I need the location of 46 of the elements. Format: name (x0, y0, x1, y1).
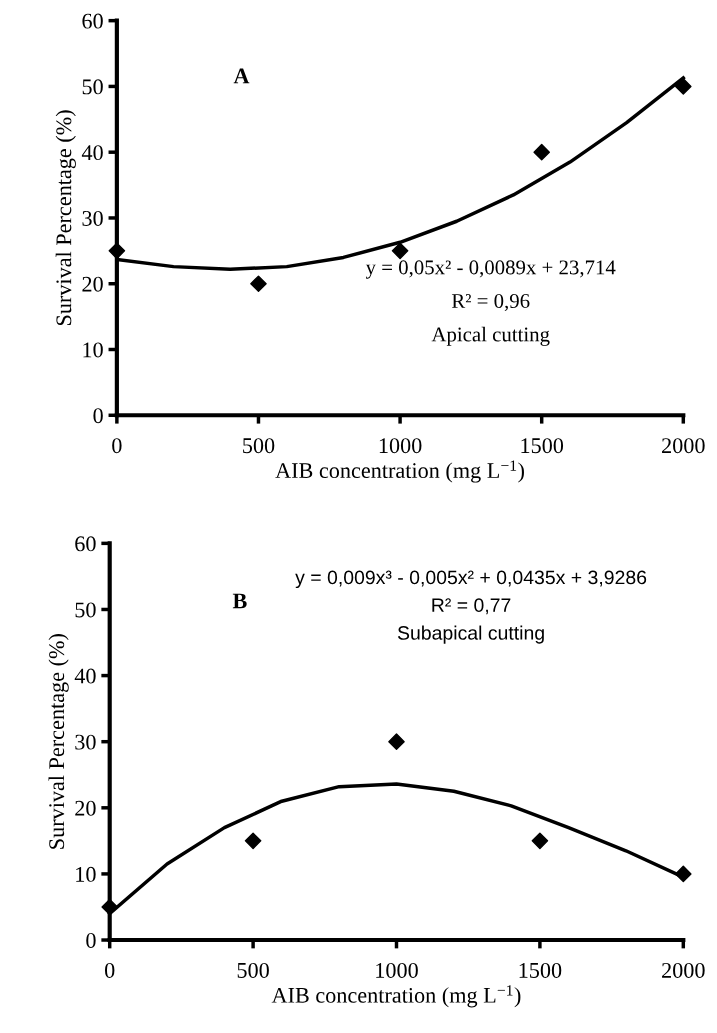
point (244, 832, 262, 850)
point (101, 898, 119, 916)
x-tick-label: 1000 (376, 962, 418, 978)
x-tick-label: 1500 (521, 438, 564, 454)
annotation: Apical cutting (431, 326, 550, 346)
annotation: y = 0,05x² - 0,0089x + 23,714 (365, 260, 616, 279)
y-tick-label: 20 (82, 276, 103, 292)
x-tick-label: 0 (112, 438, 122, 454)
y-tick-label: 40 (81, 145, 103, 161)
y-tick-label: 60 (82, 13, 103, 29)
annotation: Subapical cutting (397, 625, 544, 644)
x-axis-title: AIB concentration (mg L$^{−1}$) (271, 985, 521, 1008)
x-tick-label: 1500 (519, 962, 562, 978)
annotation: A (233, 68, 250, 84)
annotation: B (232, 593, 247, 609)
annotation: R² = 0,77 (432, 598, 511, 615)
y-tick-label: 0 (86, 932, 96, 948)
y-tick-label: 0 (93, 408, 103, 424)
y-tick-label: 40 (74, 668, 96, 684)
y-tick-label: 60 (75, 536, 96, 552)
point (388, 733, 405, 750)
point (108, 242, 126, 260)
annotation: R² = 0,96 (451, 293, 530, 312)
y-tick-label: 30 (82, 210, 103, 226)
y-tick-label: 50 (75, 602, 96, 618)
x-tick-label: 500 (243, 438, 275, 454)
y-axis-title: Survival Percentage (%) (55, 110, 76, 326)
point (533, 143, 550, 161)
x-axis-title: AIB concentration (mg L$^{−1}$) (275, 460, 524, 483)
x-tick-label: 2000 (662, 962, 705, 978)
y-tick-label: 50 (82, 79, 103, 95)
x-tick-label: 1000 (379, 438, 422, 454)
y-tick-label: 30 (75, 734, 96, 750)
point (531, 832, 549, 850)
x-tick-label: 0 (104, 962, 115, 978)
x-tick-label: 2000 (662, 438, 705, 454)
point (250, 275, 267, 293)
y-tick-label: 20 (75, 800, 96, 816)
point (674, 865, 692, 883)
x-tick-label: 500 (237, 962, 269, 978)
y-tick-label: 10 (76, 866, 96, 882)
y-tick-label: 10 (83, 342, 103, 358)
y-axis-title: Survival Percentage (%) (48, 634, 69, 849)
annotation: y = 0,009x³ - 0,005x² + 0,0435x + 3,9286 (295, 570, 647, 589)
point (391, 242, 409, 260)
point (674, 78, 692, 95)
